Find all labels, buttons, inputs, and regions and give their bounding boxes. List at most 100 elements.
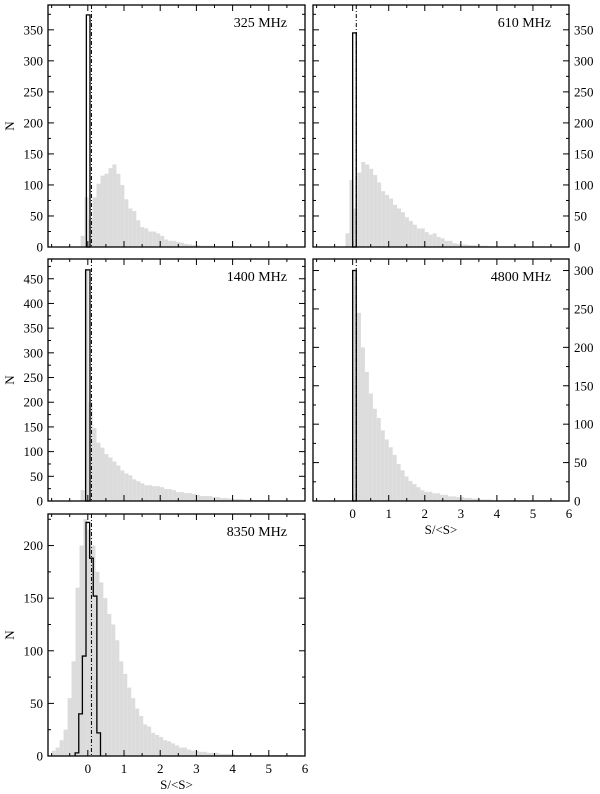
- histogram-bar: [365, 164, 370, 247]
- histogram-bar: [184, 243, 189, 247]
- histogram-bar: [184, 493, 189, 501]
- histogram-bar: [167, 741, 172, 756]
- x-tick-label: 6: [566, 506, 573, 521]
- histogram-bar: [356, 312, 361, 501]
- histogram-bar: [464, 497, 469, 501]
- y-tick-label: 200: [24, 538, 44, 553]
- histogram-bar: [87, 529, 92, 756]
- y-axis-title: N: [2, 121, 17, 131]
- histogram-bar: [472, 498, 476, 501]
- y-tick-label: 400: [24, 296, 44, 311]
- histogram-bar: [152, 486, 157, 501]
- histogram-bar: [111, 624, 116, 756]
- histogram-bar: [155, 734, 160, 756]
- histogram-bar: [384, 439, 389, 501]
- histogram-bar: [247, 499, 252, 501]
- histogram-bar: [164, 489, 169, 501]
- histogram-bar: [127, 687, 132, 756]
- plot-frame: [312, 258, 570, 502]
- histogram-bar: [84, 269, 89, 501]
- histogram-bar: [468, 497, 473, 501]
- histogram-bar: [214, 752, 219, 756]
- histogram-bar: [222, 753, 227, 756]
- histogram-bar: [396, 464, 401, 501]
- y-tick-label: 50: [30, 208, 43, 223]
- histogram-bar: [124, 473, 129, 501]
- histogram-bar: [96, 442, 101, 501]
- histogram-bar: [108, 457, 113, 501]
- x-tick-label: 1: [121, 761, 128, 776]
- panel-frequency-label: 610 MHz: [498, 16, 551, 31]
- panel-1400mhz: 0 50 100 150 200 250 300 350 400 450 N 1400 MHz: [2, 258, 306, 509]
- histogram-bar: [357, 172, 362, 247]
- histogram-bar: [107, 613, 112, 756]
- histogram-bar: [156, 233, 161, 247]
- histogram-bar: [349, 179, 354, 247]
- histogram-bar: [219, 498, 224, 501]
- histogram-bar: [196, 495, 201, 501]
- histogram-bar: [116, 173, 121, 247]
- x-tick-label: 6: [302, 761, 309, 776]
- panel-frequency-label: 1400 MHz: [227, 270, 287, 285]
- histogram-bar: [92, 427, 97, 501]
- histogram-bar: [187, 749, 191, 756]
- x-tick-label: 3: [193, 761, 200, 776]
- y-tick-label: 200: [574, 340, 594, 355]
- x-axis-title: S/<S>: [425, 522, 458, 537]
- histogram-bar: [206, 752, 211, 756]
- histogram-bar: [393, 204, 398, 247]
- histogram-bar: [200, 496, 205, 501]
- y-tick-label: 100: [24, 177, 44, 192]
- histogram-bar: [172, 240, 177, 247]
- histogram-bar: [79, 545, 84, 756]
- histogram-bar: [444, 240, 449, 247]
- histogram-bar: [51, 750, 56, 756]
- plot-frame: [47, 513, 306, 757]
- y-axis-title: N: [2, 375, 17, 385]
- plot-frame: [312, 4, 570, 248]
- histogram-bar: [100, 175, 105, 247]
- histogram-bar: [380, 430, 385, 501]
- histogram-bar: [183, 747, 187, 756]
- histogram-bar: [128, 208, 133, 247]
- histogram-bar: [179, 747, 184, 756]
- histogram-bar: [132, 479, 137, 501]
- x-tick-label: 2: [422, 506, 429, 521]
- outlined-histogram-step: [74, 521, 102, 756]
- y-tick-label: 100: [24, 643, 44, 658]
- histogram-bar: [436, 493, 441, 501]
- histogram-bar: [143, 724, 148, 756]
- histogram-bar: [373, 175, 378, 247]
- histogram-bar: [207, 496, 212, 501]
- panel-frequency-label: 4800 MHz: [491, 270, 551, 285]
- histogram-bar: [210, 752, 215, 756]
- histogram-bar: [211, 497, 216, 501]
- histogram-bar: [353, 208, 358, 247]
- histogram-bar: [364, 371, 369, 501]
- histogram-bar: [92, 197, 97, 247]
- x-tick-label: 1: [385, 506, 392, 521]
- histogram-bar: [71, 661, 76, 756]
- histogram-bar: [190, 750, 195, 756]
- histogram-bar: [369, 168, 374, 247]
- histogram-bar: [115, 640, 120, 756]
- y-tick-label: 100: [24, 444, 44, 459]
- histogram-bar: [440, 238, 445, 247]
- y-tick-label: 150: [574, 146, 594, 161]
- histogram-bar: [231, 499, 236, 501]
- histogram-bar: [124, 199, 129, 247]
- histogram-bar: [164, 239, 169, 247]
- histogram-bar: [175, 745, 180, 756]
- histogram-bar: [91, 545, 96, 756]
- histogram-bar: [104, 173, 109, 247]
- histogram-bar: [456, 497, 461, 501]
- y-tick-label: 0: [37, 749, 44, 764]
- histogram-bar: [163, 740, 168, 756]
- histogram-bar: [112, 164, 117, 247]
- x-tick-label: 0: [349, 506, 356, 521]
- panel-4800mhz: 0 50 100 150 200 250 300 0 1 2 3 4 5 6 S/<S> 4800 MHz: [312, 258, 594, 537]
- histogram-bar: [80, 235, 85, 247]
- histogram-bar: [412, 484, 417, 501]
- histogram-bar: [172, 490, 177, 501]
